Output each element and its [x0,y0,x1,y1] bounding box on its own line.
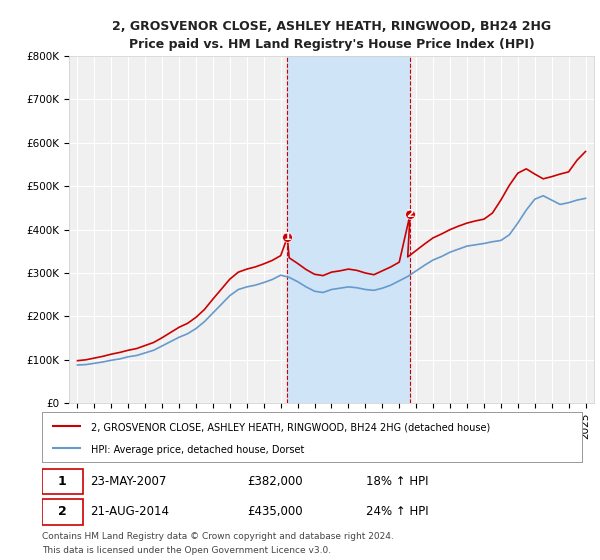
Text: £382,000: £382,000 [247,475,303,488]
Text: 23-MAY-2007: 23-MAY-2007 [91,475,167,488]
Text: 2: 2 [58,505,67,519]
FancyBboxPatch shape [42,469,83,494]
FancyBboxPatch shape [42,499,83,525]
Bar [287,56,410,403]
Text: 24% ↑ HPI: 24% ↑ HPI [366,505,428,519]
Text: 1: 1 [58,475,67,488]
Text: 2: 2 [406,209,414,220]
Text: 1: 1 [283,232,291,242]
Text: 2, GROSVENOR CLOSE, ASHLEY HEATH, RINGWOOD, BH24 2HG (detached house): 2, GROSVENOR CLOSE, ASHLEY HEATH, RINGWO… [91,423,490,433]
Text: 21-AUG-2014: 21-AUG-2014 [91,505,170,519]
Text: 18% ↑ HPI: 18% ↑ HPI [366,475,428,488]
Text: £435,000: £435,000 [247,505,303,519]
Text: This data is licensed under the Open Government Licence v3.0.: This data is licensed under the Open Gov… [42,545,331,555]
Text: HPI: Average price, detached house, Dorset: HPI: Average price, detached house, Dors… [91,445,304,455]
Title: 2, GROSVENOR CLOSE, ASHLEY HEATH, RINGWOOD, BH24 2HG
Price paid vs. HM Land Regi: 2, GROSVENOR CLOSE, ASHLEY HEATH, RINGWO… [112,20,551,50]
Text: Contains HM Land Registry data © Crown copyright and database right 2024.: Contains HM Land Registry data © Crown c… [42,531,394,541]
